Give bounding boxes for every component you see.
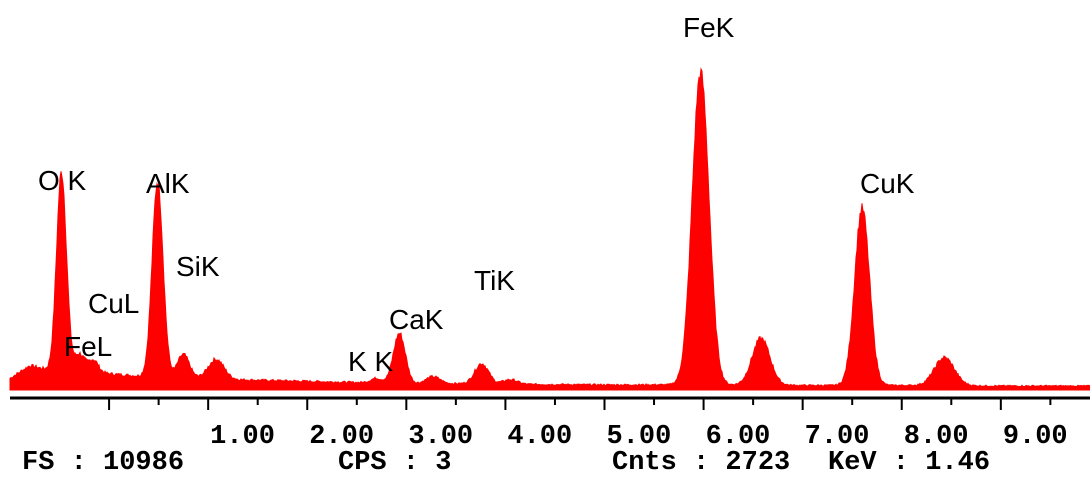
x-tick-label: 4.00: [507, 422, 572, 452]
x-tick-label: 5.00: [606, 422, 671, 452]
x-tick-label: 8.00: [904, 422, 969, 452]
x-axis-tick-labels: 1.00 2.00 3.00 4.00 5.00 6.00 7.00 8.00 9.00: [210, 422, 1067, 452]
peak-label: CuK: [860, 168, 915, 199]
spectrum-area: [9, 67, 1090, 391]
counts-readout: Cnts : 2723: [612, 448, 791, 478]
peak-label: K K: [348, 346, 393, 377]
x-tick-label: 1.00: [210, 422, 275, 452]
peak-label: CaK: [389, 304, 444, 335]
cps-readout: CPS : 3: [338, 448, 452, 478]
peak-label: TiK: [474, 265, 515, 296]
peak-label: FeK: [683, 12, 735, 43]
peak-labels: O K FeL CuL AlK SiK K K CaK TiK FeK CuK: [38, 12, 915, 377]
peak-label: O K: [38, 165, 87, 196]
kev-readout: KeV : 1.46: [828, 448, 991, 478]
peak-label: FeL: [64, 331, 112, 362]
peak-label: SiK: [176, 251, 220, 282]
x-tick-label: 6.00: [706, 422, 771, 452]
x-tick-label: 3.00: [408, 422, 473, 452]
x-tick-label: 9.00: [1003, 422, 1068, 452]
x-tick-label: 7.00: [805, 422, 870, 452]
x-tick-label: 2.00: [309, 422, 374, 452]
x-axis-ticks: [108, 398, 1052, 410]
full-scale-readout: FS : 10986: [22, 448, 185, 478]
peak-label: AlK: [146, 168, 190, 199]
peak-label: CuL: [88, 288, 139, 319]
